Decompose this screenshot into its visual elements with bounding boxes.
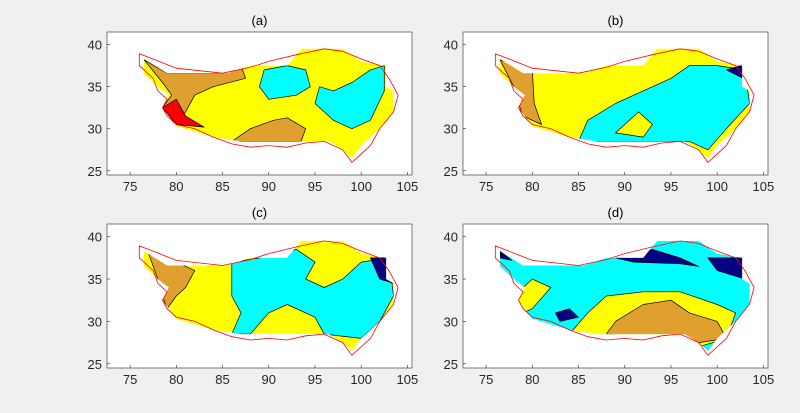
contour-region <box>555 308 579 322</box>
contour-region <box>259 65 311 100</box>
x-tick-label: 80 <box>169 372 183 387</box>
y-tick-label: 35 <box>88 80 102 95</box>
panel-b: 75 80 85 90 95 100 105 25 30 35 40 (b) <box>444 13 775 194</box>
x-tick-label: 90 <box>618 372 632 387</box>
y-tick-label: 40 <box>444 230 458 245</box>
y-tick-label: 35 <box>444 272 458 287</box>
contour-fill <box>500 48 750 159</box>
panel-title: (a) <box>252 13 268 28</box>
x-tick-label: 95 <box>308 372 322 387</box>
x-tick-label: 105 <box>753 179 775 194</box>
y-tick-label: 25 <box>88 164 102 179</box>
x-tick-label: 105 <box>397 179 419 194</box>
x-tick-label: 80 <box>525 179 539 194</box>
x-tick-label: 90 <box>262 372 276 387</box>
plateau-boundary <box>138 240 399 356</box>
plateau-boundary <box>494 48 755 163</box>
x-tick-label: 100 <box>350 179 372 194</box>
x-tick-label: 100 <box>706 179 728 194</box>
y-tick-label: 30 <box>444 122 458 137</box>
panel-c: 75 80 85 90 95 100 105 25 30 35 40 (c) <box>88 205 419 387</box>
x-tick-label: 105 <box>753 372 775 387</box>
y-tick-label: 35 <box>444 80 458 95</box>
panel-title: (c) <box>252 205 267 220</box>
y-tick-label: 30 <box>88 122 102 137</box>
contour-region <box>500 250 513 261</box>
contour-fill <box>144 240 394 352</box>
plateau-boundary <box>138 48 399 163</box>
x-tick-label: 75 <box>479 179 493 194</box>
x-tick-label: 100 <box>350 372 372 387</box>
y-tick-label: 35 <box>88 272 102 287</box>
x-tick-label: 105 <box>397 372 419 387</box>
x-tick-label: 75 <box>123 372 137 387</box>
x-tick-label: 85 <box>215 179 229 194</box>
contour-fill <box>144 48 394 159</box>
contour-region <box>162 98 205 128</box>
contour-region <box>615 111 653 138</box>
y-tick-label: 30 <box>88 314 102 329</box>
plateau-boundary <box>494 240 755 356</box>
x-tick-label: 95 <box>664 372 678 387</box>
x-tick-label: 75 <box>123 179 137 194</box>
x-tick-label: 90 <box>262 179 276 194</box>
contour-region <box>314 65 385 130</box>
panel-title: (d) <box>608 205 624 220</box>
y-tick-label: 25 <box>88 357 102 372</box>
y-tick-label: 25 <box>444 164 458 179</box>
x-tick-label: 75 <box>479 372 493 387</box>
x-tick-label: 85 <box>571 372 585 387</box>
x-tick-label: 90 <box>618 179 632 194</box>
y-tick-label: 40 <box>88 38 102 53</box>
y-tick-label: 25 <box>444 357 458 372</box>
panel-d: 75 80 85 90 95 100 105 25 30 35 40 (d) <box>444 205 775 387</box>
contour-region <box>231 249 394 339</box>
x-tick-label: 80 <box>169 179 183 194</box>
y-tick-label: 40 <box>88 230 102 245</box>
x-tick-label: 80 <box>525 372 539 387</box>
x-tick-label: 85 <box>571 179 585 194</box>
panel-a: 75 80 85 90 95 100 105 25 30 35 40 (a) <box>88 13 419 194</box>
x-tick-label: 95 <box>308 179 322 194</box>
y-tick-label: 30 <box>444 314 458 329</box>
y-tick-label: 40 <box>444 38 458 53</box>
x-tick-label: 95 <box>664 179 678 194</box>
contour-fill <box>500 240 750 352</box>
contour-region <box>231 117 307 142</box>
x-tick-label: 85 <box>215 372 229 387</box>
x-tick-label: 100 <box>706 372 728 387</box>
panel-title: (b) <box>608 13 624 28</box>
